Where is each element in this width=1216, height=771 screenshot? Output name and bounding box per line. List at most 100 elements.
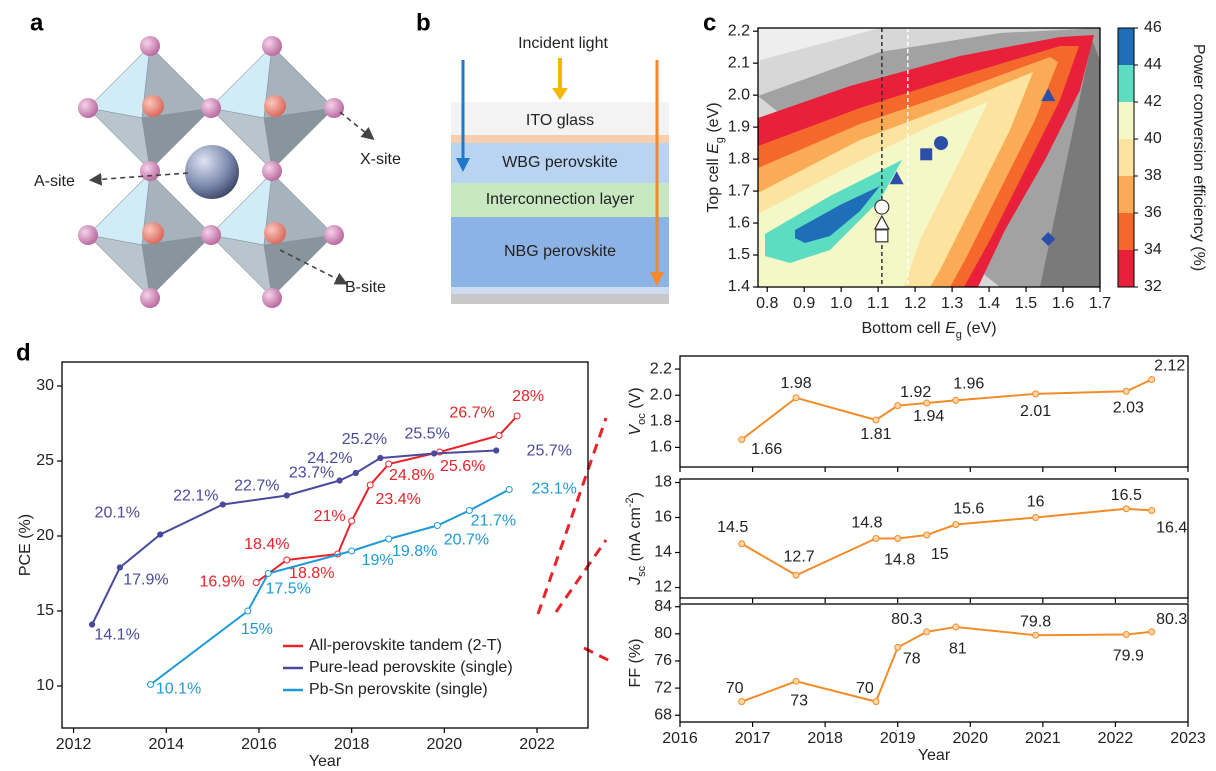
y-tick-label: 1.7 [728,182,750,199]
data-point [116,564,124,571]
connector [536,417,608,615]
plot-frame [61,361,589,729]
x-tick-label: 2022 [519,736,555,753]
octahedron-face [263,234,335,298]
data-point [952,521,960,528]
data-label: 18.8% [289,565,334,582]
y-tick-label: 2.0 [650,386,672,403]
x-tick-label: 1.2 [904,295,926,312]
layer [451,143,669,183]
y-axis-title-part: (eV) [705,102,722,137]
y-tick-label: 14 [654,544,672,561]
marker [889,171,904,185]
data-point [952,396,960,404]
y-tick-label: 1.9 [728,118,750,135]
pointer [88,172,189,186]
connector [583,646,613,664]
y-axis-title: FF (%) [627,639,644,688]
data-point [792,394,800,402]
data-point [872,698,880,706]
data-point [1122,631,1130,639]
y-tick-label: 1.6 [650,439,672,456]
octahedron-face [263,107,335,171]
data-label: 14.5 [717,519,748,536]
data-label: 18.4% [244,536,289,553]
colorbar-band [1118,250,1134,287]
legend-label: All-perovskite tandem (2-T) [309,637,502,654]
atom [264,95,286,117]
colorbar-tick-label: 36 [1144,204,1162,221]
y-axis-title: PCE (%) [17,514,34,576]
data-label: 15 [931,546,949,563]
x-tick-label: 2018 [334,736,370,753]
x-tick-label: 2019 [880,730,916,747]
data-label: 23.7% [289,465,334,482]
plot-frame [757,27,1101,288]
data-point [1032,631,1040,639]
data-label: 12.7 [784,548,815,565]
colorbar-band [1118,28,1134,65]
x-axis-title-part: Bottom cell [861,320,945,337]
contour-background [758,28,880,80]
data-label: 24.8% [389,467,434,484]
data-point [792,677,800,685]
data-point [157,531,164,538]
data-label: 73 [790,693,808,710]
y-tick-label: 1.8 [650,413,672,430]
layer-label: ITO glass [526,112,594,129]
series-line [91,449,497,625]
data-point [465,507,473,514]
atom [264,222,286,244]
arrow-head [552,88,568,100]
site-label: A-site [34,173,75,190]
data-point [336,477,343,484]
layer [451,294,669,304]
data-point [738,698,746,706]
y-axis-title-part: g [714,137,726,143]
data-point [431,450,438,457]
layer [451,183,669,217]
atom [324,98,344,118]
data-point [1148,628,1156,636]
x-tick-label: 2020 [427,736,463,753]
data-label: 15.6 [953,501,984,518]
x-axis-title-part: E [945,320,956,337]
y-axis-title-part: J [627,576,644,586]
data-label: 25.6% [440,458,485,475]
data-point [923,531,931,539]
x-tick-label: 2023 [1170,730,1206,747]
atom [140,161,160,181]
data-label: 80.3 [1156,611,1187,628]
data-label: 79.9 [1113,648,1144,665]
site-label: B-site [345,279,386,296]
pointer [279,249,348,285]
legend-label: Pure-lead perovskite (single) [309,659,513,676]
data-label: 10.1% [156,681,201,698]
y-axis-title-part: -2 [624,497,636,507]
data-point [348,547,356,555]
data-label: 25.5% [404,426,449,443]
colorbar-frame [1117,27,1135,288]
x-tick-label: 2022 [1098,730,1134,747]
data-label: 80.3 [891,611,922,628]
marker [920,148,933,161]
y-axis-title-part: (V) [627,387,644,413]
layer [451,135,669,143]
data-label: 2.03 [1113,399,1144,416]
data-label: 81 [949,640,967,657]
y-axis-title: Jsc (mA cm-2) [624,492,648,586]
data-point [252,579,260,586]
data-point [147,681,155,688]
crystal-structure [78,36,344,308]
x-tick-label: 2018 [807,730,843,747]
x-tick-label: 2021 [1025,730,1061,747]
y-axis-title-part: V [627,424,644,436]
data-point [1032,514,1040,521]
layer [451,217,669,287]
data-label: 78 [903,651,921,668]
data-label: 23.4% [375,491,420,508]
data-label: 16 [1027,494,1045,511]
y-axis-title: Voc (V) [627,387,648,435]
data-point [283,492,290,499]
layer [451,102,669,135]
